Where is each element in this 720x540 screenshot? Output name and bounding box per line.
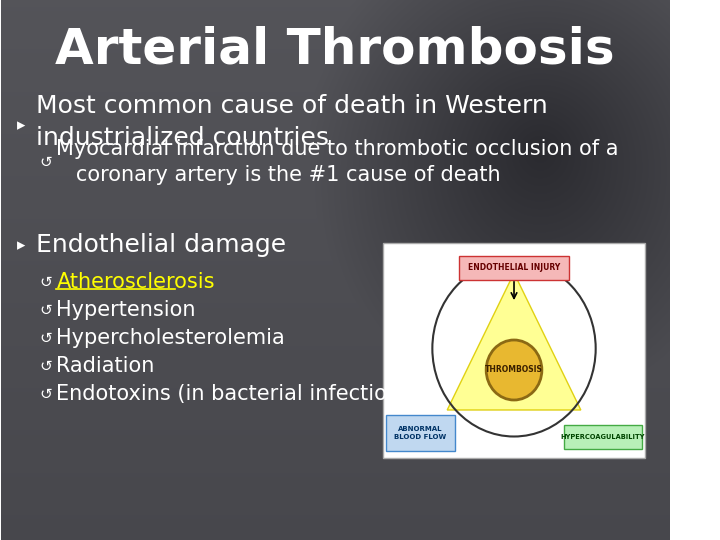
Text: ↺: ↺	[39, 154, 52, 170]
Polygon shape	[447, 273, 581, 410]
Text: ▸: ▸	[17, 116, 25, 134]
FancyBboxPatch shape	[564, 425, 642, 449]
FancyBboxPatch shape	[459, 256, 569, 280]
Text: ▸: ▸	[17, 236, 25, 254]
FancyBboxPatch shape	[386, 415, 454, 451]
Text: ABNORMAL
BLOOD FLOW: ABNORMAL BLOOD FLOW	[394, 426, 446, 440]
Text: HYPERCOAGULABILITY: HYPERCOAGULABILITY	[561, 434, 645, 440]
Text: ↺: ↺	[39, 274, 52, 289]
Circle shape	[486, 340, 542, 400]
Text: Most common cause of death in Western
industrialized countries: Most common cause of death in Western in…	[36, 94, 548, 150]
Text: Arterial Thrombosis: Arterial Thrombosis	[55, 26, 615, 74]
Text: Endotoxins (in bacterial infection): Endotoxins (in bacterial infection)	[56, 384, 409, 404]
Text: ↺: ↺	[39, 387, 52, 402]
Text: Atherosclerosis: Atherosclerosis	[56, 272, 215, 292]
Text: THROMBOSIS: THROMBOSIS	[485, 366, 543, 375]
Text: Radiation: Radiation	[56, 356, 155, 376]
Text: ENDOTHELIAL INJURY: ENDOTHELIAL INJURY	[468, 264, 560, 273]
Text: Myocardial infarction due to thrombotic occlusion of a
   coronary artery is the: Myocardial infarction due to thrombotic …	[56, 139, 619, 185]
Text: Hypercholesterolemia: Hypercholesterolemia	[56, 328, 285, 348]
Text: ↺: ↺	[39, 359, 52, 374]
Text: ↺: ↺	[39, 302, 52, 318]
FancyBboxPatch shape	[383, 243, 645, 458]
Text: Hypertension: Hypertension	[56, 300, 196, 320]
Text: Endothelial damage: Endothelial damage	[36, 233, 287, 257]
Text: ↺: ↺	[39, 330, 52, 346]
